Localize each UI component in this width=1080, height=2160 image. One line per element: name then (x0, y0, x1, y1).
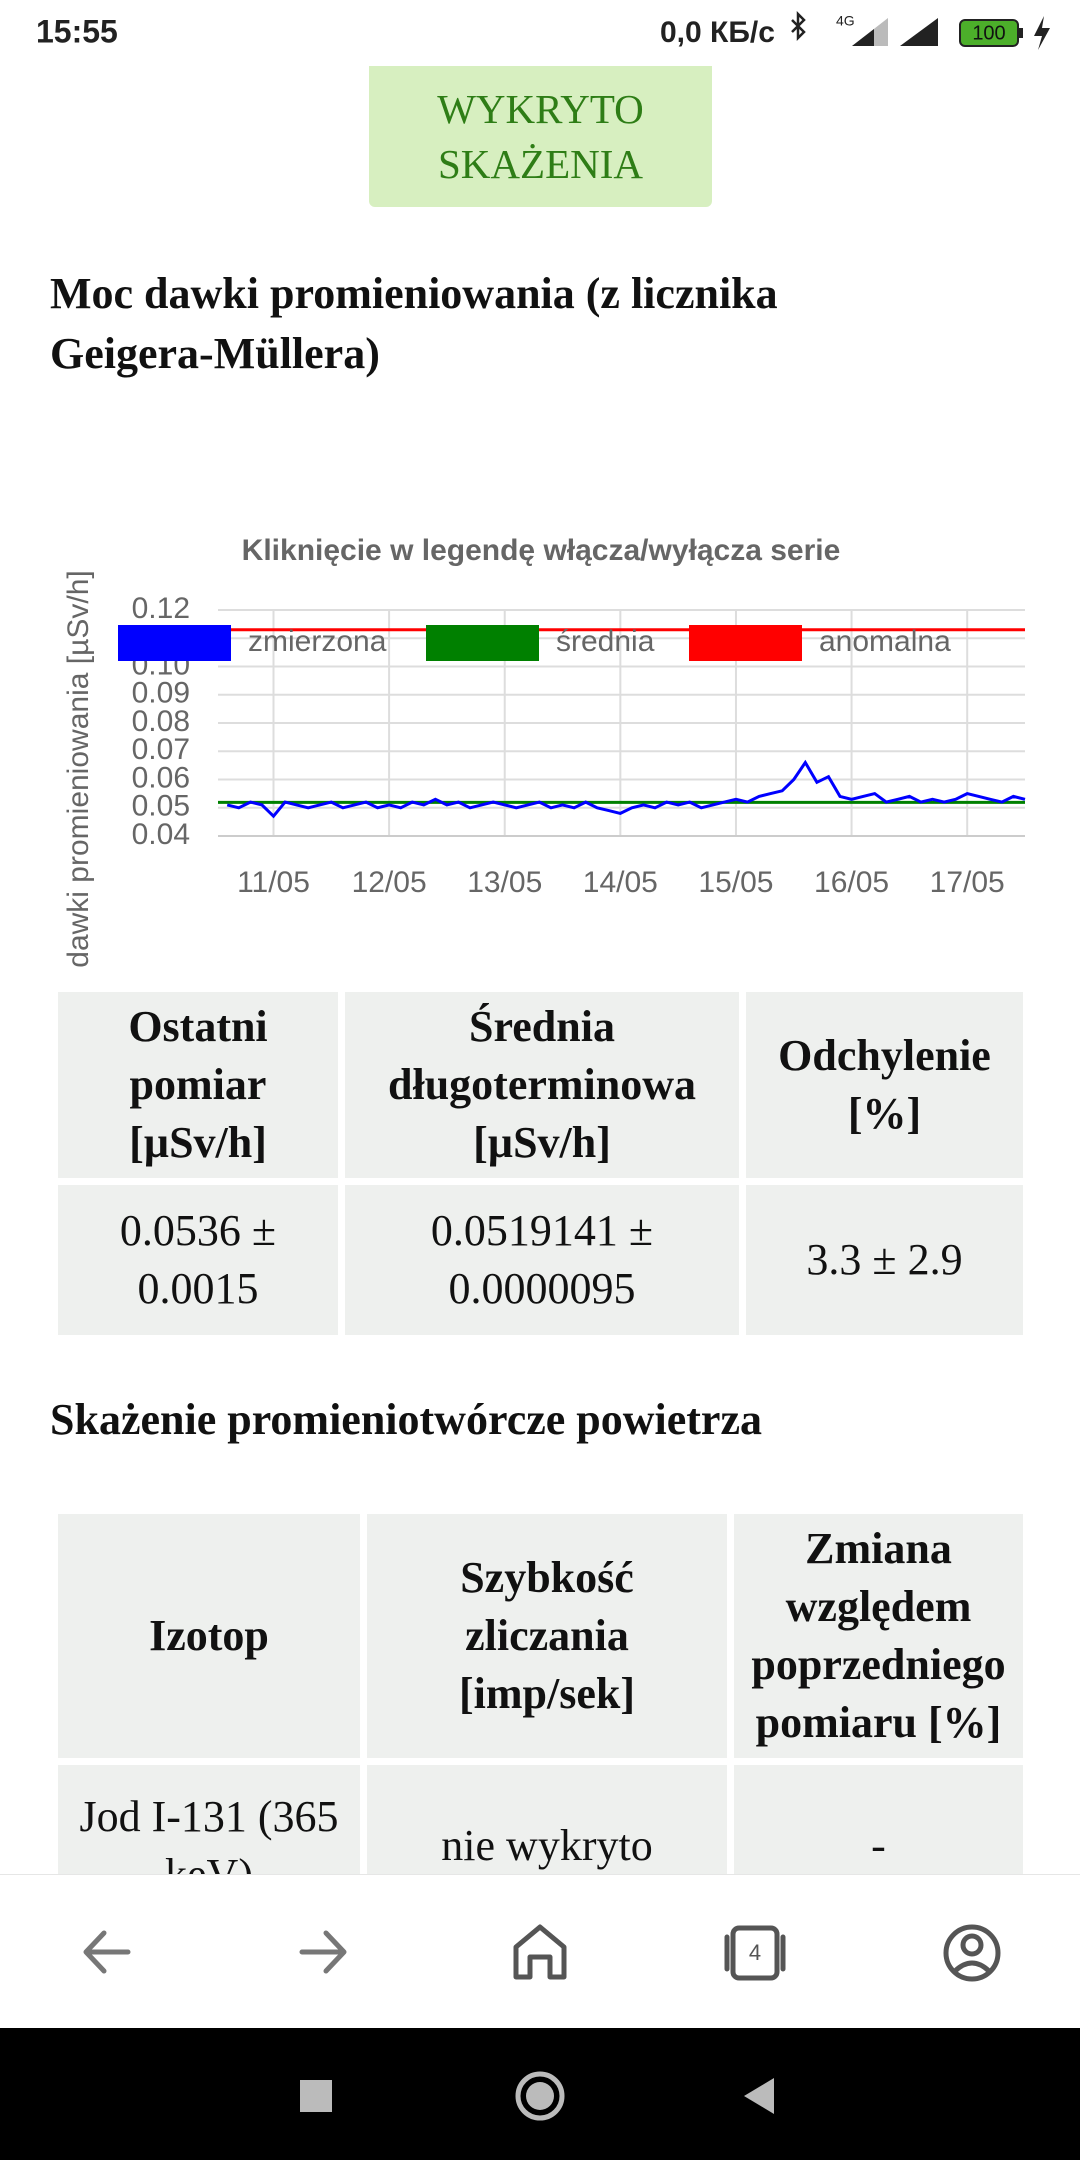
x-tick-label: 13/05 (467, 866, 542, 899)
home-system-button[interactable] (515, 2071, 565, 2121)
y-tick-label: 0.12 (132, 592, 190, 625)
alert-banner: WYKRYTO SKAŻENIA (369, 66, 712, 207)
legend-label: anomalna (819, 625, 951, 658)
section-title: Moc dawki promieniowania (z licznika Gei… (50, 269, 778, 378)
dose-table: Ostatni pomiar [µSv/h] Średnia długotermi… (51, 985, 1030, 1342)
alert-text: WYKRYTO SKAŻENIA (437, 85, 644, 187)
browser-toolbar: 4 (0, 1874, 1080, 2029)
cell: 0.0536 ± 0.0015 (58, 1185, 338, 1335)
cell: nie wykryto (367, 1765, 727, 1874)
cell: 3.3 ± 2.9 (746, 1185, 1023, 1335)
legend-swatch (689, 625, 802, 661)
header-cell: Średnia długoterminowa [µSv/h] (345, 992, 739, 1178)
status-icons: 15:55 0,0 КБ/с 4G 100 (36, 10, 1050, 50)
y-tick-label: 0.09 (132, 677, 190, 710)
profile-button[interactable] (943, 1924, 1001, 1982)
legend-label: średnia (556, 625, 655, 658)
battery-level: 100 (972, 22, 1005, 44)
network-speed: 0,0 КБ/с (660, 16, 775, 49)
section-title: Skażenie promieniotwórcze powietrza (50, 1395, 762, 1444)
network-type: 4G (836, 13, 855, 29)
cell: Jod I-131 (365 keV) (58, 1765, 360, 1874)
x-tick-label: 11/05 (237, 866, 310, 899)
charging-icon (1034, 16, 1050, 50)
header-cell: Ostatni pomiar [µSv/h] (58, 992, 338, 1178)
air-table: Izotop Szybkość zliczania [imp/sek] Zmiana… (51, 1507, 1030, 1874)
status-bar: 15:55 0,0 КБ/с 4G 100 (0, 0, 1080, 66)
chart-title: Kliknięcie w legendę włącza/wyłącza seri… (242, 534, 841, 567)
y-tick-label: 0.05 (132, 790, 190, 823)
header-cell: Zmiana względem poprzedniego pomiaru [%] (734, 1514, 1023, 1758)
x-tick-label: 12/05 (352, 866, 427, 899)
header-cell: Odchylenie [%] (746, 992, 1023, 1178)
home-button[interactable] (513, 1924, 567, 1980)
y-tick-label: 0.07 (132, 733, 190, 766)
legend-swatch (426, 625, 539, 661)
system-nav-icons (300, 2071, 774, 2121)
web-content: WYKRYTO SKAŻENIA Moc dawki promieniowani… (0, 66, 1080, 1874)
forward-button[interactable] (299, 1930, 347, 1974)
signal-1-fill (852, 29, 874, 46)
tabs-count: 4 (749, 1940, 761, 1965)
legend-swatch (118, 625, 231, 661)
bluetooth-icon (791, 10, 806, 42)
x-tick-label: 15/05 (698, 866, 773, 899)
y-tick-label: 0.04 (132, 818, 190, 851)
cell: - (734, 1765, 1023, 1874)
y-tick-label: 0.08 (132, 705, 190, 738)
toolbar-icons: 4 (83, 1924, 1001, 1982)
back-system-button[interactable] (744, 2078, 774, 2114)
signal-1 (852, 18, 888, 46)
legend-label: zmierzona (248, 625, 387, 658)
x-tick-label: 17/05 (930, 866, 1005, 899)
y-axis-label: dawki promieniowania [µSv/h] (62, 570, 95, 967)
cell: 0.0519141 ± 0.0000095 (345, 1185, 739, 1335)
battery (959, 19, 1019, 47)
x-tick-label: 16/05 (814, 866, 889, 899)
x-tick-label: 14/05 (583, 866, 658, 899)
y-tick-label: 0.06 (132, 761, 190, 794)
header-cell: Szybkość zliczania [imp/sek] (367, 1514, 727, 1758)
signal-2 (900, 18, 938, 46)
tabs-button[interactable] (730, 1925, 780, 1981)
header-cell: Izotop (58, 1514, 360, 1758)
chart[interactable]: Kliknięcie w legendę włącza/wyłącza seri… (0, 441, 1080, 1021)
series-line (226, 759, 1026, 819)
back-button[interactable] (83, 1930, 131, 1974)
battery-tip (1019, 28, 1023, 38)
system-nav-bar (0, 2028, 1080, 2160)
recents-button[interactable] (300, 2080, 332, 2112)
clock: 15:55 (36, 13, 118, 49)
